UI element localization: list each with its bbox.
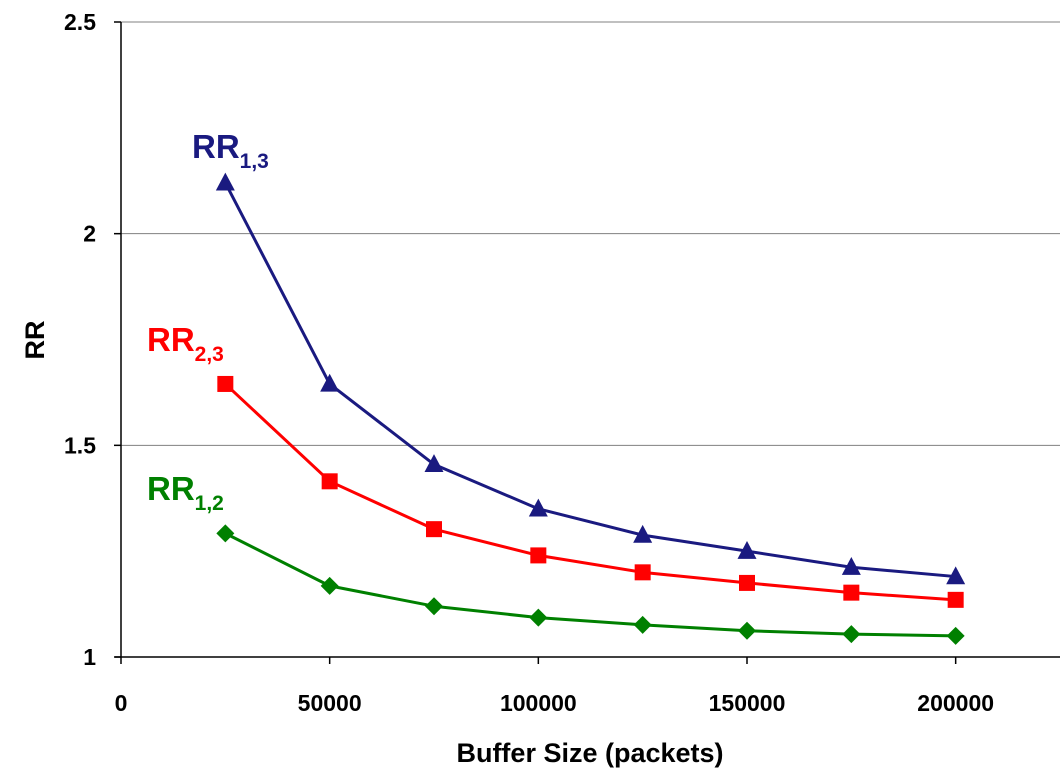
diamond-marker <box>216 524 235 543</box>
series-line-2 <box>224 532 956 638</box>
x-tick-label: 150000 <box>709 690 786 716</box>
square-marker <box>217 375 234 392</box>
triangle-marker <box>320 373 340 392</box>
square-marker <box>530 547 547 564</box>
square-marker <box>321 473 338 490</box>
series-label-0: RR1,3 <box>192 128 269 173</box>
gridlines <box>121 21 1060 446</box>
triangle-marker <box>946 566 966 585</box>
x-tick-label: 0 <box>115 690 128 716</box>
square-marker <box>426 521 442 538</box>
x-tick-label: 50000 <box>298 690 362 716</box>
y-tick-label: 1.5 <box>64 432 96 458</box>
triangle-marker <box>215 172 235 191</box>
x-tick-labels: 0 50000 100000 150000 200000 <box>115 690 994 716</box>
diamond-marker <box>946 626 965 645</box>
axes <box>114 21 1060 664</box>
diamond-marker <box>633 615 652 634</box>
triangle-marker <box>424 454 444 473</box>
series-label-1: RR2,3 <box>147 321 224 366</box>
triangle-marker <box>841 557 861 575</box>
diamond-marker <box>425 597 443 616</box>
y-tick-label: 1 <box>83 644 96 670</box>
y-tick-label: 2 <box>83 221 96 247</box>
y-axis-title: RR <box>20 321 50 360</box>
diamond-marker <box>842 625 861 644</box>
square-marker <box>947 591 964 608</box>
square-marker <box>843 584 860 601</box>
triangle-marker <box>737 540 757 559</box>
y-tick-labels: 1 1.5 2 2.5 <box>64 9 96 670</box>
series-labels: RR1,3 RR2,3 RR1,2 <box>147 128 269 515</box>
x-tick-label: 200000 <box>917 690 994 716</box>
diamond-marker <box>529 608 548 627</box>
diamond-marker <box>738 621 756 640</box>
y-tick-label: 2.5 <box>64 9 96 35</box>
diamond-marker <box>320 576 339 595</box>
square-marker <box>739 574 755 591</box>
triangle-marker <box>633 524 653 543</box>
series-line-1 <box>224 382 956 602</box>
triangle-marker <box>528 498 548 517</box>
square-marker <box>634 564 651 581</box>
x-tick-label: 100000 <box>500 690 577 716</box>
x-axis-title: Buffer Size (packets) <box>456 738 723 768</box>
series-line-0 <box>224 182 956 579</box>
series-markers <box>215 172 966 645</box>
series-label-2: RR1,2 <box>147 470 224 515</box>
series-lines <box>224 182 956 638</box>
